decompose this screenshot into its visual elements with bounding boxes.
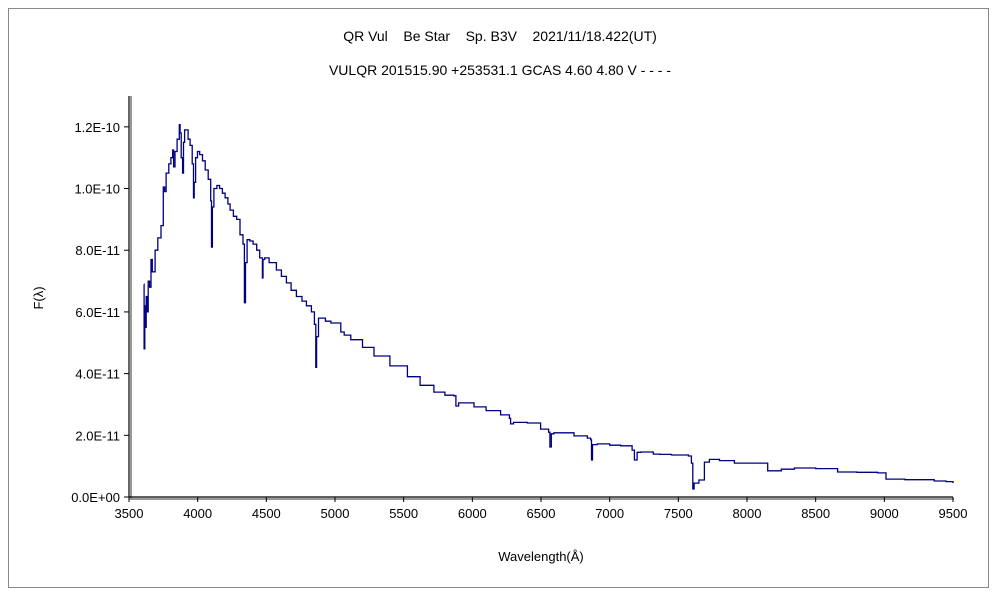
chart-border — [8, 8, 989, 588]
x-tick-label: 5000 — [321, 506, 350, 521]
x-tick-label: 9500 — [939, 506, 968, 521]
x-tick-label: 6500 — [527, 506, 556, 521]
x-tick-label: 4500 — [252, 506, 281, 521]
y-tick-label: 2.0E-11 — [75, 428, 120, 443]
x-tick-label: 7500 — [664, 506, 693, 521]
y-tick-label: 8.0E-11 — [75, 243, 120, 258]
spectrum-line — [143, 124, 954, 490]
chart-title: QR Vul Be Star Sp. B3V 2021/11/18.422(UT… — [343, 28, 657, 44]
x-tick-label: 3500 — [115, 506, 144, 521]
y-tick-label: 4.0E-11 — [75, 367, 120, 382]
y-axis-label: F(λ) — [31, 286, 46, 309]
y-tick-label: 1.2E-10 — [74, 120, 120, 135]
x-tick-label: 9000 — [870, 506, 899, 521]
x-tick-label: 8000 — [733, 506, 762, 521]
x-tick-label: 7000 — [595, 506, 624, 521]
x-tick-label: 4000 — [183, 506, 212, 521]
y-tick-label: 6.0E-11 — [75, 305, 120, 320]
x-tick-label: 6000 — [458, 506, 487, 521]
x-axis-label: Wavelength(Å) — [498, 549, 584, 564]
x-tick-label: 8500 — [801, 506, 830, 521]
x-tick-label: 5500 — [389, 506, 418, 521]
y-tick-label: 0.0E+00 — [71, 490, 120, 505]
y-tick-label: 1.0E-10 — [74, 182, 120, 197]
chart-subtitle: VULQR 201515.90 +253531.1 GCAS 4.60 4.80… — [328, 62, 672, 78]
